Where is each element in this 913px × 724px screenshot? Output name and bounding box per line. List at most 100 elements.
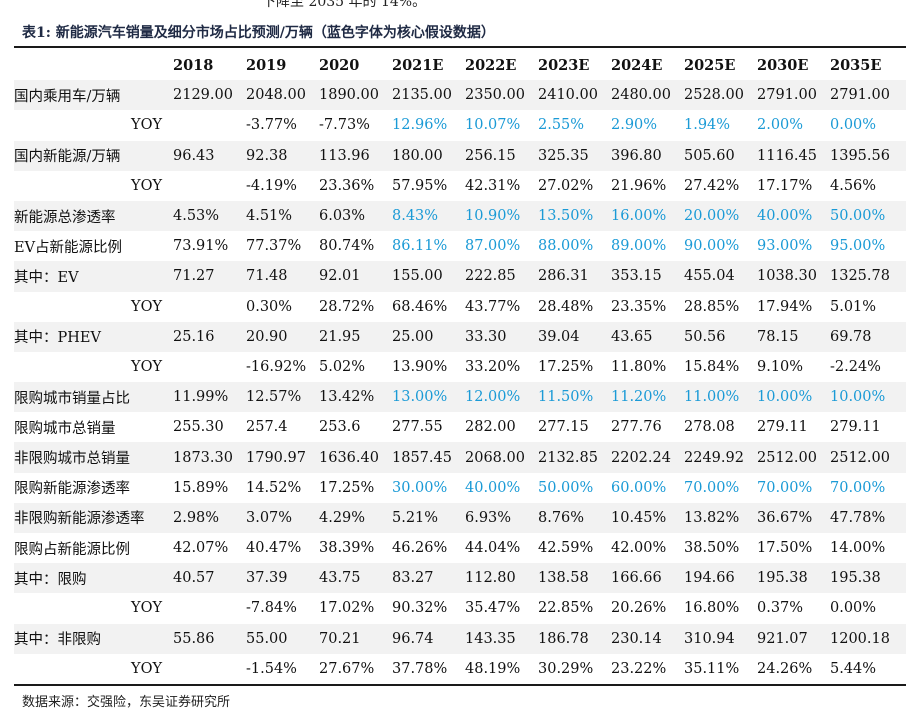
table-cell: 6.03% (319, 200, 392, 232)
table-cell: 37.39 (246, 563, 319, 594)
table-body: 国内乘用车/万辆 2129.00 2048.00 1890.00 2135.00 2350… (14, 80, 906, 684)
table-cell: 1.94% (684, 117, 731, 134)
table-cell: 95.00% (830, 238, 886, 255)
table-row: YOY -16.92% 5.02% 13.90% 33.20% 17.25% 11.80% 1… (14, 352, 906, 382)
table-cell: 505.60 (684, 140, 757, 171)
table-cell: 5.44% (830, 660, 877, 677)
table-cell: 195.38 (830, 563, 906, 594)
table-cell: 222.85 (465, 261, 538, 292)
table-cell: 257.4 (246, 419, 288, 436)
table-cell: -1.54% (246, 660, 297, 677)
row-label: 新能源总渗透率 (14, 200, 173, 232)
table-cell: 5.01% (830, 298, 877, 315)
table-row: 新能源总渗透率 4.53% 4.51% 6.03% 8.43% 10.90% 13.50% 1… (14, 200, 906, 232)
table-cell: 23.22% (611, 660, 667, 677)
table-cell: 2.00% (757, 117, 804, 134)
table-cell: 55.86 (173, 623, 246, 654)
table-cell: 13.82% (684, 502, 757, 533)
table-cell: 71.48 (246, 261, 319, 292)
row-label: 限购占新能源比例 (14, 541, 130, 558)
header-cell-blank (14, 50, 173, 80)
table-cell: 186.78 (538, 623, 611, 654)
header-cell-year: 2019 (246, 56, 287, 74)
table-row: YOY -1.54% 27.67% 37.78% 48.19% 30.29% 23.22% 3… (14, 654, 906, 684)
table-row: 限购新能源渗透率 15.89% 14.52% 17.25% 30.00% 40.00% 50… (14, 473, 906, 503)
row-label: 非限购新能源渗透率 (14, 502, 173, 533)
table-cell: 87.00% (465, 238, 521, 255)
table-cell: -4.19% (246, 177, 297, 194)
row-label: 其中：EV (14, 261, 173, 292)
table-cell: 4.29% (319, 502, 392, 533)
table-cell: 70.00% (830, 479, 886, 496)
table-cell: 35.47% (465, 600, 521, 617)
table-cell: -7.73% (319, 117, 370, 134)
table-cell (173, 593, 246, 623)
table-cell: 12.96% (392, 117, 448, 134)
table-cell: 68.46% (392, 298, 448, 315)
table-cell: 2791.00 (830, 80, 906, 111)
header-cell-year: 2035E (830, 56, 882, 74)
row-label: 其中：非限购 (14, 623, 173, 654)
table-cell: 455.04 (684, 261, 757, 292)
header-cell-year: 2025E (684, 56, 736, 74)
table-cell: 253.6 (319, 419, 361, 436)
table-cell: 11.50% (538, 382, 611, 413)
table-cell: 77.37% (246, 238, 302, 255)
row-label: 其中：限购 (14, 563, 173, 594)
table-cell: 12.57% (246, 382, 319, 413)
table-cell: 11.00% (684, 382, 757, 413)
table-cell: 143.35 (465, 623, 538, 654)
table-cell: 2048.00 (246, 80, 319, 111)
table-cell: 4.53% (173, 200, 246, 232)
table-cell: 1873.30 (173, 442, 246, 473)
table-cell: 325.35 (538, 140, 611, 171)
table-cell: 279.11 (757, 419, 808, 436)
table-cell: 60.00% (611, 479, 667, 496)
table-row: YOY 0.30% 28.72% 68.46% 43.77% 28.48% 23.35% 28… (14, 292, 906, 322)
table-cell: 23.36% (319, 177, 375, 194)
table-cell: 5.21% (392, 502, 465, 533)
table-cell: 279.11 (830, 419, 881, 436)
table-cell: 2135.00 (392, 80, 465, 111)
table-cell: 2350.00 (465, 80, 538, 111)
table-cell: 28.72% (319, 298, 375, 315)
table-cell: 20.90 (246, 321, 319, 352)
table-cell: 277.15 (538, 419, 589, 436)
table-cell: 13.00% (392, 382, 465, 413)
table-cell: 2512.00 (830, 442, 906, 473)
row-label: 国内乘用车/万辆 (14, 80, 173, 111)
table-cell: 255.30 (173, 419, 224, 436)
table-row: YOY -7.84% 17.02% 90.32% 35.47% 22.85% 20.26% 1… (14, 593, 906, 623)
table-cell: 23.35% (611, 298, 667, 315)
table-cell: 282.00 (465, 419, 516, 436)
row-label: YOY (131, 358, 163, 375)
table-cell: 88.00% (538, 238, 594, 255)
table-cell: 278.08 (684, 419, 735, 436)
table-cell: 96.74 (392, 623, 465, 654)
table-cell: 195.38 (757, 563, 830, 594)
table-cell: 47.78% (830, 502, 906, 533)
table-cell: 40.47% (246, 540, 302, 557)
table-cell: 13.42% (319, 382, 392, 413)
table-cell: 2528.00 (684, 80, 757, 111)
table-cell: 36.67% (757, 502, 830, 533)
table-cell: 277.55 (392, 419, 443, 436)
table-cell: 921.07 (757, 623, 830, 654)
table-cell: 43.77% (465, 298, 521, 315)
table-cell: 42.31% (465, 177, 521, 194)
table-cell: 113.96 (319, 140, 392, 171)
header-cell-year: 2020 (319, 56, 360, 74)
table-cell (173, 654, 246, 684)
table-row: 限购占新能源比例 42.07% 40.47% 38.39% 46.26% 44.04% 42… (14, 533, 906, 563)
table-cell: 138.58 (538, 563, 611, 594)
table-cell: -2.24% (830, 358, 881, 375)
table-row: 国内乘用车/万辆 2129.00 2048.00 1890.00 2135.00 2350… (14, 80, 906, 111)
table-cell: 4.56% (830, 177, 877, 194)
table-cell: 25.00 (392, 321, 465, 352)
table-row: 其中：PHEV 25.16 20.90 21.95 25.00 33.30 39.04 43.… (14, 321, 906, 352)
table-cell: 24.26% (757, 660, 813, 677)
table-cell: 1790.97 (246, 442, 319, 473)
table-cell: 30.00% (392, 479, 448, 496)
table-top-rule (14, 46, 906, 48)
table-cell: 73.91% (173, 238, 229, 255)
